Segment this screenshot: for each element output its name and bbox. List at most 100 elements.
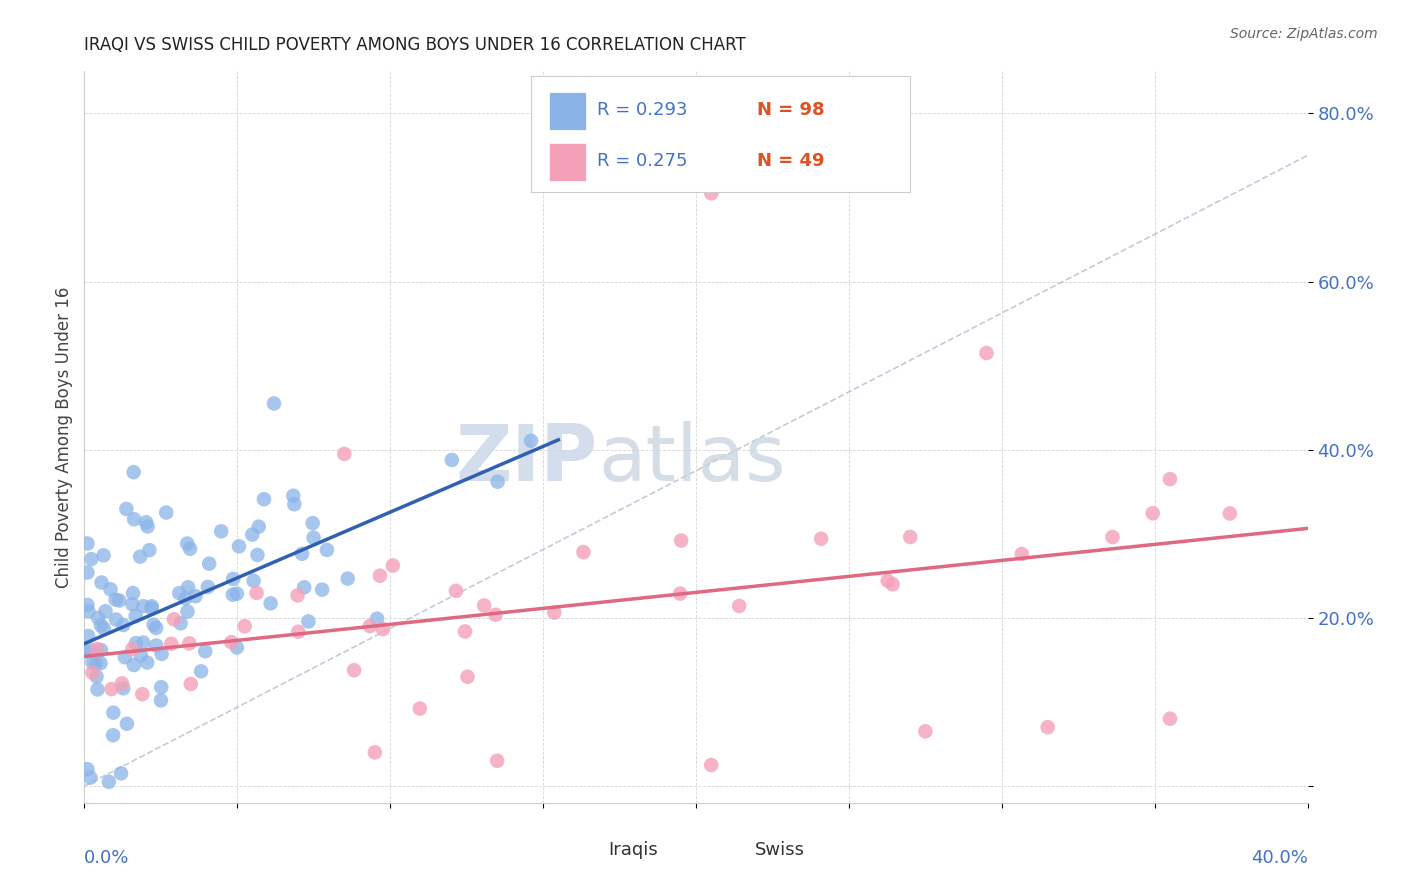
Point — [142, 617, 165, 632]
Point — [94, 604, 117, 618]
Point — [76, 762, 98, 776]
Point — [155, 506, 177, 520]
Point — [898, 530, 921, 544]
Point — [82, 665, 104, 680]
Point — [333, 447, 356, 461]
Point — [150, 647, 173, 661]
Point — [93, 549, 115, 563]
Point — [484, 607, 506, 622]
Point — [135, 516, 157, 530]
Point — [371, 622, 394, 636]
Point — [121, 597, 143, 611]
Point — [80, 552, 103, 566]
Point — [245, 586, 267, 600]
Point — [336, 572, 359, 586]
Point — [163, 612, 186, 626]
Point — [86, 669, 108, 683]
Point — [76, 598, 98, 612]
Point — [112, 618, 135, 632]
Point — [121, 642, 143, 657]
Point — [129, 549, 152, 564]
Point — [1159, 472, 1181, 486]
Point — [246, 548, 269, 562]
Point — [222, 588, 245, 602]
Point — [728, 599, 751, 613]
Point — [1101, 530, 1123, 544]
Point — [520, 434, 543, 448]
Point — [976, 346, 998, 360]
Point — [242, 574, 264, 588]
Point — [669, 586, 692, 600]
Point — [283, 489, 305, 503]
Point — [240, 527, 263, 541]
Point — [89, 656, 111, 670]
Point — [131, 687, 153, 701]
Point — [409, 701, 432, 715]
Point — [112, 681, 135, 696]
Point — [197, 580, 219, 594]
Text: Source: ZipAtlas.com: Source: ZipAtlas.com — [1230, 27, 1378, 41]
Point — [132, 599, 155, 614]
Point — [76, 566, 98, 580]
Text: IRAQI VS SWISS CHILD POVERTY AMONG BOYS UNDER 16 CORRELATION CHART: IRAQI VS SWISS CHILD POVERTY AMONG BOYS … — [84, 36, 747, 54]
Point — [301, 516, 323, 531]
Point — [115, 502, 138, 516]
Point — [176, 536, 198, 550]
Point — [283, 497, 305, 511]
Point — [1011, 547, 1033, 561]
Point — [486, 754, 509, 768]
Point — [108, 593, 131, 607]
Point — [132, 635, 155, 649]
Point — [381, 558, 404, 573]
Text: R = 0.293: R = 0.293 — [598, 101, 688, 120]
Point — [194, 644, 217, 658]
FancyBboxPatch shape — [550, 143, 586, 181]
Point — [87, 611, 110, 625]
Point — [174, 591, 197, 606]
Point — [93, 622, 115, 636]
Point — [90, 643, 112, 657]
Point — [914, 724, 936, 739]
Text: N = 49: N = 49 — [758, 153, 825, 170]
Point — [100, 681, 122, 696]
Point — [84, 657, 107, 671]
Point — [86, 642, 108, 657]
Point — [440, 453, 463, 467]
Point — [291, 547, 314, 561]
Point — [110, 766, 132, 780]
FancyBboxPatch shape — [531, 77, 910, 192]
Point — [225, 640, 247, 655]
Text: 0.0%: 0.0% — [84, 849, 129, 867]
Point — [111, 676, 134, 690]
Point — [141, 599, 163, 614]
Point — [122, 512, 145, 526]
Point — [810, 532, 832, 546]
Point — [472, 599, 495, 613]
Text: atlas: atlas — [598, 421, 786, 497]
Point — [287, 588, 309, 602]
Text: R = 0.275: R = 0.275 — [598, 153, 688, 170]
Point — [456, 670, 478, 684]
Point — [104, 592, 127, 607]
Point — [219, 635, 242, 649]
Point — [124, 609, 146, 624]
Point — [190, 665, 212, 679]
Point — [115, 716, 138, 731]
Point — [76, 536, 98, 550]
Point — [136, 656, 159, 670]
Point — [222, 572, 245, 586]
Point — [169, 616, 191, 631]
Point — [233, 619, 256, 633]
Point — [145, 639, 167, 653]
Point — [263, 396, 285, 410]
Point — [359, 619, 381, 633]
Point — [179, 636, 201, 650]
FancyBboxPatch shape — [550, 92, 586, 130]
Text: Swiss: Swiss — [755, 841, 804, 859]
Point — [160, 637, 183, 651]
Point — [882, 577, 904, 591]
Point — [136, 519, 159, 533]
Point — [150, 680, 173, 694]
FancyBboxPatch shape — [720, 839, 748, 862]
Point — [184, 589, 207, 603]
